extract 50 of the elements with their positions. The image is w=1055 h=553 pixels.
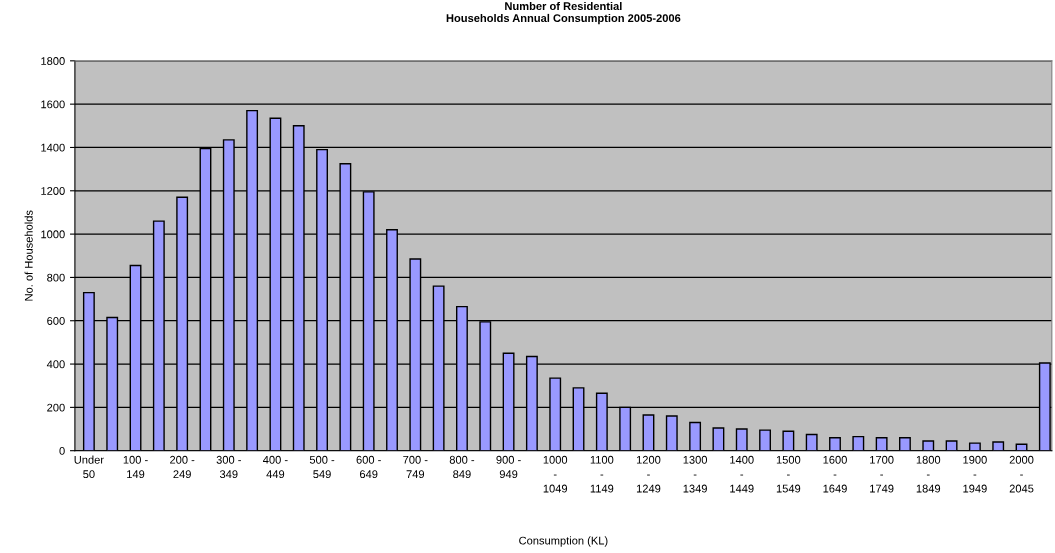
x-tick-label: 500 - 549 [309, 455, 335, 479]
x-tick-label: 700 - 749 [403, 455, 428, 479]
y-tick-label: 1600 [41, 100, 65, 109]
x-tick-label: 1400 - 1449 [730, 455, 754, 493]
x-tick-label: 1600 - 1649 [823, 455, 847, 493]
x-tick-label: 1900 - 1949 [963, 455, 987, 493]
bar [759, 429, 771, 451]
x-tick-label: 1100 - 1149 [590, 455, 614, 493]
bar [689, 421, 702, 451]
bar [735, 428, 748, 451]
y-tick-label: 800 [47, 273, 65, 282]
x-tick-label: 100 - 149 [123, 455, 148, 479]
y-tick-label: 600 [47, 317, 65, 325]
bar [899, 437, 911, 451]
bar [712, 427, 725, 451]
x-tick-label: 1200 - 1249 [636, 455, 661, 493]
y-tick-label: 400 [46, 360, 65, 369]
bar [642, 414, 655, 451]
y-tick-label: 0 [59, 446, 65, 455]
bar [992, 441, 1005, 451]
bar [852, 435, 865, 451]
x-tick-label: 300 - 349 [216, 455, 241, 479]
y-tick-label: 200 [47, 403, 65, 412]
bar [665, 415, 678, 451]
y-tick-label: 1400 [41, 143, 65, 152]
y-tick-label: 1200 [41, 187, 65, 195]
x-tick-label: 1500 - 1549 [776, 455, 801, 493]
x-tick-label: 2000 - 2045 [1009, 455, 1034, 493]
x-axis-title: Consumption (KL) [519, 536, 608, 547]
x-tick-label: 1000 - 1049 [543, 455, 568, 493]
x-tick-label: Under 50 [74, 455, 104, 479]
bar [805, 433, 818, 451]
bar [968, 442, 981, 451]
bar [782, 430, 795, 451]
chart-title: Number of Residential Households Annual Consumption 2005-2006 [446, 1, 681, 25]
x-tick-label: 1800 - 1849 [916, 455, 941, 493]
bar [922, 440, 935, 451]
bar [829, 437, 841, 451]
x-tick-label: 1300 - 1349 [683, 455, 708, 493]
x-tick-label: 400 - 449 [263, 455, 288, 479]
x-tick-label: 200 - 249 [170, 455, 195, 479]
y-tick-label: 1000 [41, 230, 65, 239]
y-axis-title: No. of Households [24, 210, 33, 301]
x-tick-label: 1700 - 1749 [870, 455, 894, 493]
x-tick-label: 900 - 949 [496, 455, 521, 479]
x-tick-label: 800 - 849 [449, 455, 475, 479]
bar [875, 437, 888, 451]
x-tick-label: 600 - 649 [356, 455, 381, 479]
bar [945, 440, 958, 451]
y-tick-label: 1800 [41, 57, 65, 65]
